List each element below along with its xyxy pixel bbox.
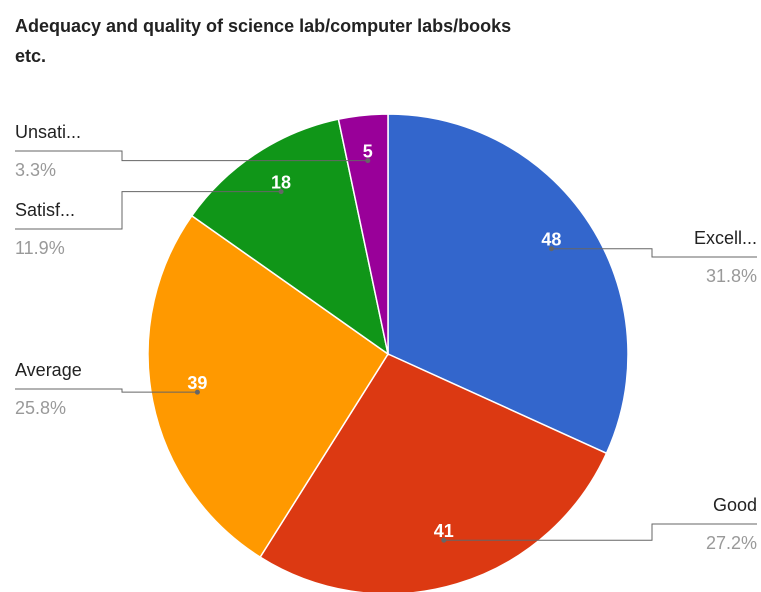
category-label: Satisf... [15, 200, 75, 220]
data-label: 48 [541, 229, 561, 249]
leader-dot [278, 189, 284, 195]
leader-line [551, 248, 757, 258]
percent-label: 11.9% [15, 238, 65, 258]
leader-line [15, 150, 368, 162]
chart-title: Adequacy and quality of science lab/comp… [15, 16, 511, 36]
category-label: Excell... [694, 228, 757, 248]
pie-slice [337, 113, 389, 355]
percent-label: 25.8% [15, 398, 66, 418]
data-label: 5 [363, 141, 373, 161]
leader-line [443, 523, 757, 541]
pie-slice [190, 118, 390, 356]
data-label: 41 [434, 521, 454, 541]
leader-dot [194, 389, 200, 395]
leader-line [15, 191, 282, 230]
data-label: 39 [187, 373, 207, 393]
data-label: 18 [271, 172, 291, 192]
percent-label: 27.2% [706, 533, 757, 553]
percent-label: 31.8% [706, 266, 757, 286]
leader-dot [365, 158, 371, 164]
chart-title: etc. [15, 46, 46, 66]
category-label: Unsati... [15, 122, 81, 142]
leader-dot [441, 537, 447, 543]
pie-slice [387, 113, 629, 455]
category-label: Good [713, 495, 757, 515]
leader-line [15, 388, 198, 393]
leader-dot [548, 246, 554, 252]
pie-slice [259, 353, 608, 592]
percent-label: 3.3% [15, 160, 56, 180]
pie-slice [147, 214, 390, 559]
category-label: Average [15, 360, 82, 380]
